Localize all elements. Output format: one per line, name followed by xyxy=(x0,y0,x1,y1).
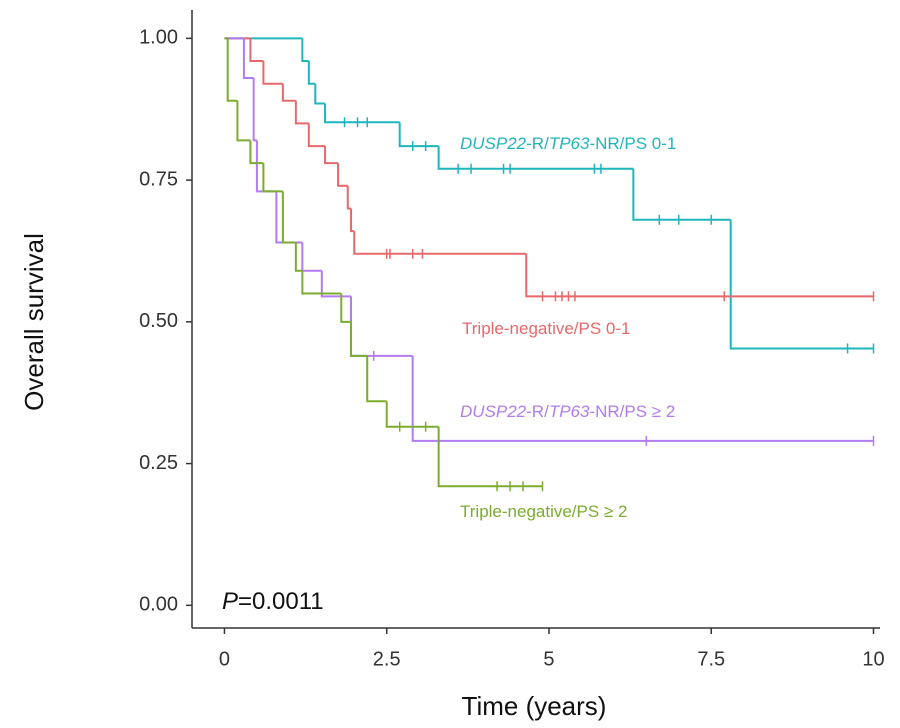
survival-step xyxy=(255,140,277,193)
series-label-part: TP63 xyxy=(549,402,590,421)
survival-step xyxy=(632,168,731,221)
survival-step xyxy=(350,208,355,233)
survival-step xyxy=(301,38,309,63)
x-tick-label: 5 xyxy=(543,648,554,670)
series-label-part: DUSP22 xyxy=(460,134,527,153)
series-label-part: Triple-negative/PS 0-1 xyxy=(462,319,631,338)
survival-step xyxy=(324,146,339,165)
series-label: Triple-negative/PS 0-1 xyxy=(462,319,631,338)
survival-step xyxy=(353,231,527,255)
survival-step xyxy=(324,103,400,124)
survival-step xyxy=(242,38,254,80)
series-label: DUSP22-R/TP63-NR/PS 0-1 xyxy=(460,134,676,153)
survival-step xyxy=(525,253,874,298)
survival-step xyxy=(398,122,439,148)
survival-step xyxy=(301,242,322,272)
survival-step xyxy=(236,100,251,142)
y-axis-title: Overall survival xyxy=(19,233,49,411)
survival-step xyxy=(337,163,348,187)
survival-step xyxy=(262,163,283,193)
y-tick-label: 1.00 xyxy=(139,27,178,49)
survival-step xyxy=(275,191,303,244)
series-label-part: DUSP22 xyxy=(460,402,527,421)
series-label-part: -R/ xyxy=(526,134,549,153)
survival-step xyxy=(252,78,257,142)
x-tick-label: 2.5 xyxy=(373,648,401,670)
series-label-part: Triple-negative/PS ≥ 2 xyxy=(460,502,627,521)
survival-step xyxy=(294,100,309,125)
annotation-part: =0.0011 xyxy=(238,588,324,615)
survival-step xyxy=(346,185,352,210)
series-label-part: -NR/PS 0-1 xyxy=(589,134,676,153)
series-label-part: -NR/PS ≥ 2 xyxy=(589,402,675,421)
survival-step xyxy=(281,83,296,102)
annotation: P=0.0011 xyxy=(222,588,324,615)
y-tick-label: 0.50 xyxy=(139,310,178,332)
survival-step xyxy=(437,426,543,488)
y-tick-label: 0.75 xyxy=(139,168,178,190)
annotation-part: P xyxy=(222,588,238,615)
x-tick-label: 0 xyxy=(219,648,230,670)
x-tick-label: 10 xyxy=(862,648,884,670)
survival-step xyxy=(249,140,264,165)
survival-step xyxy=(307,61,316,85)
survival-step xyxy=(411,355,874,442)
survival-step xyxy=(262,61,283,85)
survival-step xyxy=(294,242,303,272)
survival-step xyxy=(281,191,296,244)
x-tick-label: 7.5 xyxy=(697,648,725,670)
series-label-part: -R/ xyxy=(526,402,549,421)
survival-step xyxy=(350,296,413,357)
survival-step xyxy=(385,401,439,428)
series-label-part: TP63 xyxy=(549,134,590,153)
survival-step xyxy=(226,38,238,102)
survival-step xyxy=(437,146,634,170)
series-label: DUSP22-R/TP63-NR/PS ≥ 2 xyxy=(460,402,675,421)
survival-step xyxy=(307,123,326,148)
survival-step xyxy=(350,321,368,357)
survival-step xyxy=(249,38,264,63)
survival-step xyxy=(366,355,387,403)
survival-step xyxy=(729,219,874,350)
survival-step xyxy=(314,83,326,105)
y-tick-label: 0.25 xyxy=(139,452,178,474)
series-label: Triple-negative/PS ≥ 2 xyxy=(460,502,627,521)
y-tick-label: 0.00 xyxy=(139,594,178,616)
survival-step xyxy=(301,270,342,295)
x-axis-title: Time (years) xyxy=(462,691,607,721)
survival-step xyxy=(340,293,352,323)
